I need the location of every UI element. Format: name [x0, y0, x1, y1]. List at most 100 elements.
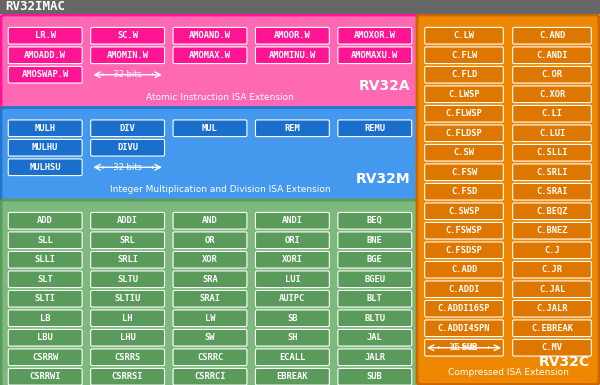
Text: C.JR: C.JR: [542, 265, 563, 274]
FancyBboxPatch shape: [338, 271, 412, 288]
FancyBboxPatch shape: [512, 281, 592, 298]
Text: MULHU: MULHU: [32, 143, 58, 152]
FancyBboxPatch shape: [512, 125, 592, 142]
FancyBboxPatch shape: [8, 139, 82, 156]
Text: C.AND: C.AND: [539, 31, 565, 40]
Text: C.MV: C.MV: [542, 343, 563, 352]
Text: SB: SB: [287, 314, 298, 323]
FancyBboxPatch shape: [8, 27, 82, 44]
FancyBboxPatch shape: [338, 120, 412, 137]
FancyBboxPatch shape: [512, 203, 592, 219]
FancyBboxPatch shape: [425, 320, 503, 336]
FancyBboxPatch shape: [91, 27, 164, 44]
Text: ORI: ORI: [284, 236, 300, 245]
Text: CSRRW: CSRRW: [32, 353, 58, 362]
FancyBboxPatch shape: [512, 223, 592, 239]
Text: C.J: C.J: [544, 246, 560, 255]
Text: XORI: XORI: [282, 255, 303, 264]
FancyBboxPatch shape: [0, 0, 600, 14]
FancyBboxPatch shape: [512, 144, 592, 161]
FancyBboxPatch shape: [91, 349, 164, 366]
FancyBboxPatch shape: [91, 271, 164, 288]
Text: CSRRS: CSRRS: [115, 353, 141, 362]
Text: MULHSU: MULHSU: [29, 163, 61, 172]
FancyBboxPatch shape: [8, 271, 82, 288]
Text: C.SWSP: C.SWSP: [448, 207, 480, 216]
Text: RV32IMAC: RV32IMAC: [5, 0, 65, 13]
FancyBboxPatch shape: [425, 47, 503, 64]
FancyBboxPatch shape: [173, 232, 247, 249]
Text: BLTU: BLTU: [364, 314, 385, 323]
Text: MULH: MULH: [35, 124, 56, 133]
FancyBboxPatch shape: [338, 349, 412, 366]
Text: SLTU: SLTU: [117, 275, 138, 284]
FancyBboxPatch shape: [91, 213, 164, 229]
FancyBboxPatch shape: [338, 27, 412, 44]
Text: RV32C: RV32C: [539, 355, 590, 368]
Text: ADD: ADD: [37, 216, 53, 225]
FancyBboxPatch shape: [1, 15, 419, 109]
FancyBboxPatch shape: [338, 310, 412, 326]
Text: CSRRC: CSRRC: [197, 353, 223, 362]
FancyBboxPatch shape: [173, 330, 247, 346]
FancyBboxPatch shape: [91, 120, 164, 137]
FancyBboxPatch shape: [417, 15, 599, 385]
Text: C.ANDI: C.ANDI: [536, 51, 568, 60]
Text: BEQ: BEQ: [367, 216, 383, 225]
FancyBboxPatch shape: [512, 164, 592, 181]
Text: C.LWSP: C.LWSP: [448, 90, 480, 99]
FancyBboxPatch shape: [91, 290, 164, 307]
FancyBboxPatch shape: [425, 242, 503, 259]
Text: CSRRSI: CSRRSI: [112, 372, 143, 381]
Text: ECALL: ECALL: [279, 353, 305, 362]
FancyBboxPatch shape: [8, 232, 82, 249]
Text: BGE: BGE: [367, 255, 383, 264]
Text: C.SRLI: C.SRLI: [536, 168, 568, 177]
FancyBboxPatch shape: [256, 271, 329, 288]
FancyBboxPatch shape: [338, 47, 412, 64]
Text: C.LW: C.LW: [454, 31, 475, 40]
Text: ADDI: ADDI: [117, 216, 138, 225]
FancyBboxPatch shape: [425, 203, 503, 219]
FancyBboxPatch shape: [173, 349, 247, 366]
Text: CSRRWI: CSRRWI: [29, 372, 61, 381]
FancyBboxPatch shape: [173, 27, 247, 44]
FancyBboxPatch shape: [256, 368, 329, 385]
FancyBboxPatch shape: [173, 271, 247, 288]
Text: SC.W: SC.W: [117, 31, 138, 40]
FancyBboxPatch shape: [425, 183, 503, 200]
FancyBboxPatch shape: [512, 320, 592, 336]
FancyBboxPatch shape: [338, 368, 412, 385]
Text: LH: LH: [122, 314, 133, 323]
Text: BNE: BNE: [367, 236, 383, 245]
FancyBboxPatch shape: [425, 86, 503, 102]
Text: AND: AND: [202, 216, 218, 225]
Text: SUB: SUB: [367, 372, 383, 381]
FancyBboxPatch shape: [173, 47, 247, 64]
FancyBboxPatch shape: [8, 67, 82, 83]
Text: C.BEQZ: C.BEQZ: [536, 207, 568, 216]
Text: C.EBREAK: C.EBREAK: [531, 324, 573, 333]
Text: DIV: DIV: [120, 124, 136, 133]
Text: Compressed ISA Extension: Compressed ISA Extension: [448, 368, 568, 377]
FancyBboxPatch shape: [512, 47, 592, 64]
Text: AMOADD.W: AMOADD.W: [24, 51, 66, 60]
Text: SRLI: SRLI: [117, 255, 138, 264]
Text: C.FLW: C.FLW: [451, 51, 477, 60]
FancyBboxPatch shape: [8, 368, 82, 385]
FancyBboxPatch shape: [512, 105, 592, 122]
FancyBboxPatch shape: [512, 261, 592, 278]
Text: C.ADDI16SP: C.ADDI16SP: [438, 304, 490, 313]
FancyBboxPatch shape: [338, 213, 412, 229]
FancyBboxPatch shape: [425, 144, 503, 161]
Text: SLTIU: SLTIU: [115, 294, 141, 303]
Text: AMOSWAP.W: AMOSWAP.W: [22, 70, 69, 79]
FancyBboxPatch shape: [256, 310, 329, 326]
FancyBboxPatch shape: [512, 27, 592, 44]
Text: C.XOR: C.XOR: [539, 90, 565, 99]
FancyBboxPatch shape: [425, 164, 503, 181]
Text: REMU: REMU: [364, 124, 385, 133]
Text: C.JAL: C.JAL: [539, 285, 565, 294]
Text: C.FSDSP: C.FSDSP: [446, 246, 482, 255]
Text: AMOMAX.W: AMOMAX.W: [189, 51, 231, 60]
